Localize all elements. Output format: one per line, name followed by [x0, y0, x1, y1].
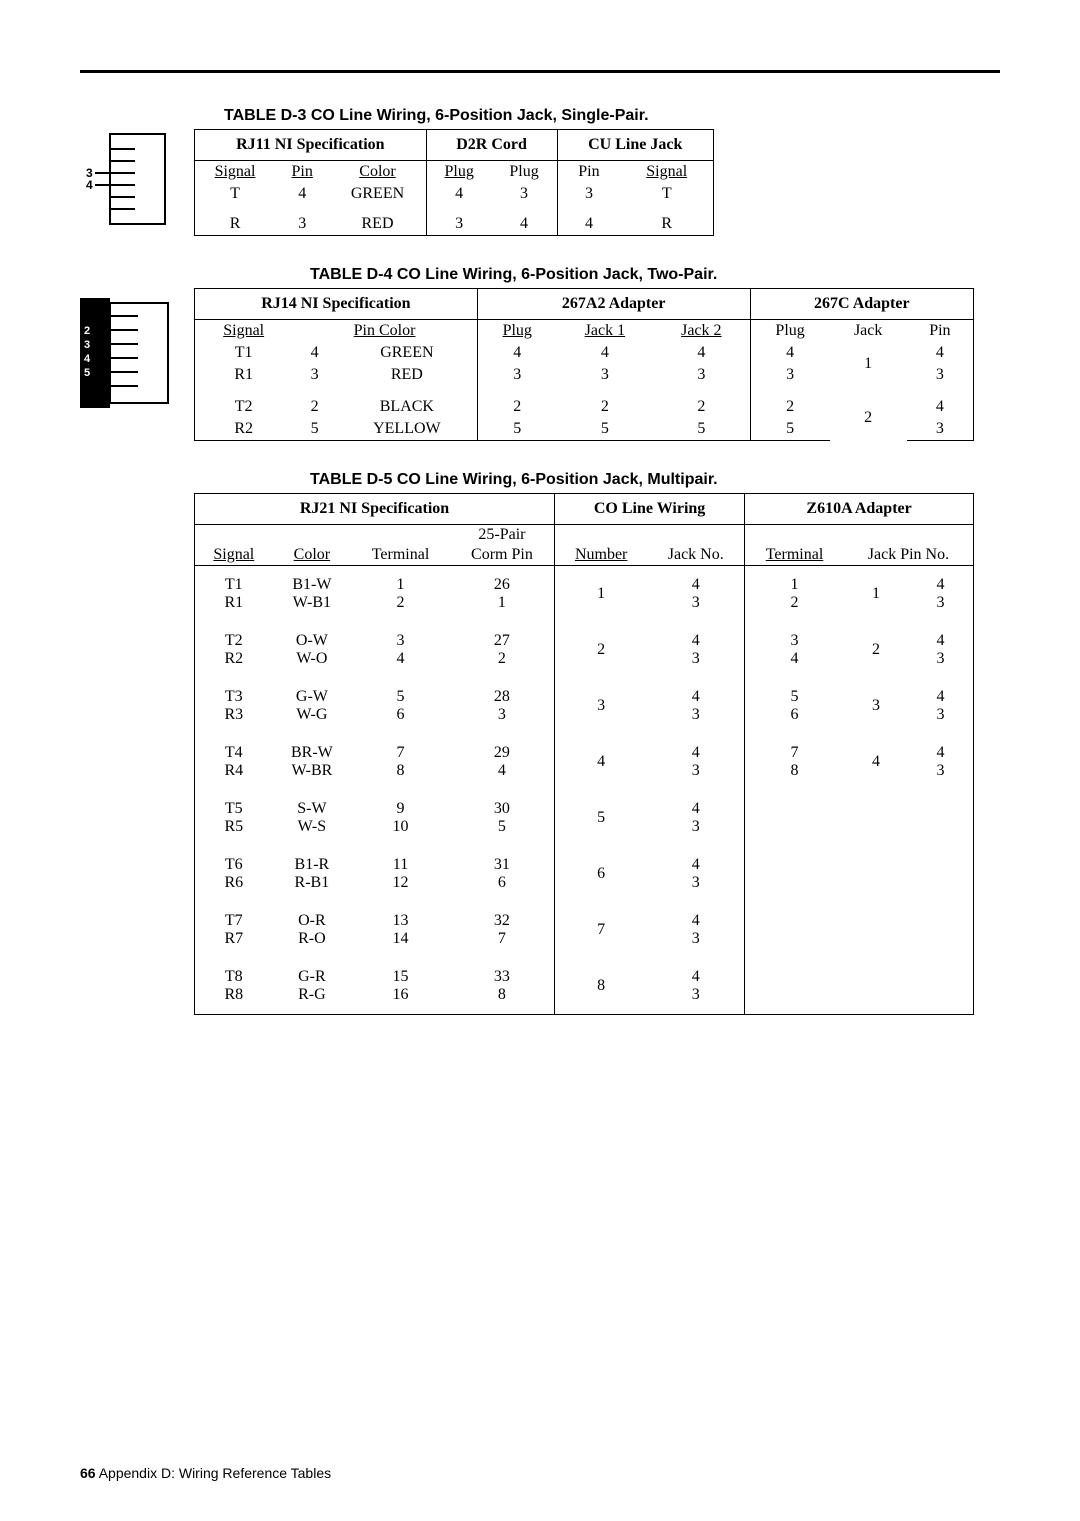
jack-pin-label: 4: [86, 178, 93, 192]
table-d3: RJ11 NI Specification D2R Cord CU Line J…: [194, 129, 714, 236]
page-number: 66: [80, 1465, 96, 1481]
d5-hdr-rj21: RJ21 NI Specification: [195, 494, 555, 525]
table-row: T6B1-R113164: [195, 846, 974, 874]
d4-col-signal: Signal: [223, 322, 264, 339]
table-row: R 3 RED 3 4 4 R: [195, 213, 714, 236]
d5-col-number: Number: [575, 546, 627, 563]
table-row: T4BR-W72944744: [195, 734, 974, 762]
d4-col-pincolor: Pin Color: [354, 322, 416, 339]
section-d5: TABLE D-5 CO Line Wiring, 6-Position Jac…: [80, 471, 1000, 1015]
table-row: T1 4 GREEN 4 4 4 4 1 4: [195, 342, 974, 364]
table-d4-title: TABLE D-4 CO Line Wiring, 6-Position Jac…: [310, 266, 1000, 284]
table-row: T2O-W32724324: [195, 622, 974, 650]
d3-col-pin2: Pin: [578, 163, 599, 180]
d5-col-cormpin-top: 25-Pair: [450, 525, 555, 546]
table-row: T3G-W52834534: [195, 678, 974, 706]
table-d5-title: TABLE D-5 CO Line Wiring, 6-Position Jac…: [310, 471, 1000, 489]
d4-col-plug: Plug: [503, 322, 532, 339]
d3-hdr-d2r: D2R Cord: [426, 130, 557, 161]
d3-col-signal2: Signal: [646, 163, 687, 180]
jack-diagram-d3: 3 4: [80, 129, 170, 234]
top-rule: [80, 70, 1000, 73]
d5-col-signal: Signal: [213, 546, 254, 563]
jack-diagram-d4: 2 3 4 5: [80, 298, 170, 413]
d5-col-jackpinno: Jack Pin No.: [868, 546, 949, 563]
d4-col-pin: Pin: [929, 322, 950, 339]
svg-text:5: 5: [84, 367, 90, 379]
d5-col-jackno: Jack No.: [668, 546, 724, 563]
d4-hdr-rj14: RJ14 NI Specification: [195, 289, 478, 320]
d4-hdr-267a2: 267A2 Adapter: [477, 289, 750, 320]
d4-hdr-267c: 267C Adapter: [750, 289, 973, 320]
d4-col-jack1: Jack 1: [585, 322, 625, 339]
d5-col-terminal2: Terminal: [766, 546, 824, 563]
d5-hdr-z610: Z610A Adapter: [745, 494, 974, 525]
d3-hdr-rj11: RJ11 NI Specification: [195, 130, 427, 161]
d5-col-color: Color: [294, 546, 330, 563]
d5-col-cormpin: Corm Pin: [471, 546, 533, 563]
d4-col-jack2: Jack 2: [681, 322, 721, 339]
table-row: T2 2 BLACK 2 2 2 2 2 4: [195, 396, 974, 418]
d3-col-color: Color: [359, 163, 395, 180]
table-d5: RJ21 NI Specification CO Line Wiring Z61…: [194, 493, 974, 1015]
table-row: T1B1-W12614114: [195, 566, 974, 595]
d3-col-pin: Pin: [292, 163, 313, 180]
table-row: T7O-R133274: [195, 902, 974, 930]
footer-text: Appendix D: Wiring Reference Tables: [99, 1465, 331, 1481]
d5-hdr-co: CO Line Wiring: [555, 494, 745, 525]
table-row: T8G-R153384: [195, 958, 974, 986]
d4-col-jack: Jack: [854, 322, 882, 339]
d3-hdr-cu: CU Line Jack: [557, 130, 714, 161]
d4-col-plug2: Plug: [775, 322, 804, 339]
table-d3-title: TABLE D-3 CO Line Wiring, 6-Position Jac…: [224, 107, 1000, 125]
d3-col-plug2: Plug: [509, 163, 538, 180]
section-d3: 3 4 TABLE D-3 CO Line Wiring, 6-Position…: [80, 101, 1000, 236]
table-row: T5S-W93054: [195, 790, 974, 818]
svg-text:3: 3: [84, 339, 90, 351]
page-footer: 66 Appendix D: Wiring Reference Tables: [80, 1045, 1000, 1481]
svg-text:4: 4: [84, 353, 91, 365]
d3-col-signal: Signal: [215, 163, 256, 180]
section-d4: TABLE D-4 CO Line Wiring, 6-Position Jac…: [80, 266, 1000, 441]
table-d4: RJ14 NI Specification 267A2 Adapter 267C…: [194, 288, 974, 441]
svg-text:2: 2: [84, 325, 90, 337]
d3-col-plug: Plug: [444, 163, 473, 180]
d5-col-terminal: Terminal: [372, 546, 430, 563]
table-row: T 4 GREEN 4 3 3 T: [195, 183, 714, 205]
